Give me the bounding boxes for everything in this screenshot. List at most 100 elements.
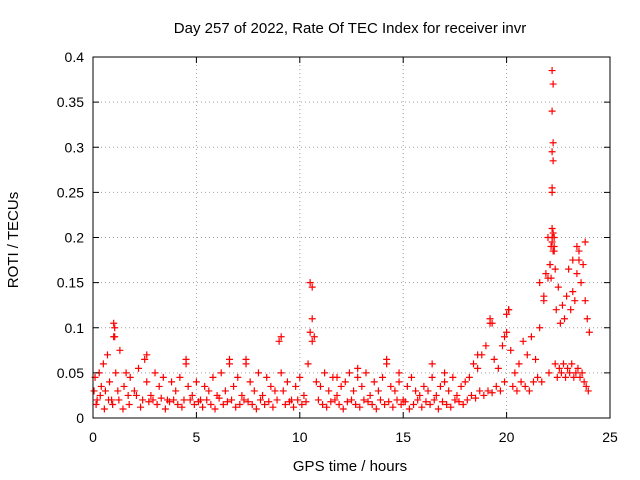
data-point xyxy=(296,373,304,381)
data-point xyxy=(143,378,151,386)
data-point xyxy=(488,389,496,397)
data-point xyxy=(521,382,529,390)
y-tick-label: 0.15 xyxy=(57,275,84,291)
data-point xyxy=(364,398,372,406)
data-point xyxy=(292,382,300,390)
grid-lines xyxy=(93,57,610,418)
data-point xyxy=(109,400,117,408)
data-point xyxy=(418,403,426,411)
data-point xyxy=(548,184,556,192)
data-point xyxy=(184,382,192,390)
y-tick-label: 0.3 xyxy=(65,139,85,155)
data-point xyxy=(232,403,240,411)
data-point xyxy=(137,403,145,411)
data-point xyxy=(190,400,198,408)
data-point xyxy=(550,234,558,241)
data-point xyxy=(428,360,436,368)
data-point xyxy=(147,391,155,399)
y-tick-label: 0.35 xyxy=(57,94,84,110)
data-point xyxy=(447,403,455,411)
data-point xyxy=(125,400,133,408)
data-point xyxy=(426,400,434,408)
data-point xyxy=(562,373,570,381)
data-point xyxy=(568,360,576,368)
data-point xyxy=(529,378,537,386)
data-point xyxy=(331,396,339,404)
data-point xyxy=(159,373,167,381)
data-point xyxy=(443,400,451,408)
data-point xyxy=(126,373,134,381)
data-point xyxy=(267,382,275,390)
data-point xyxy=(585,328,593,336)
data-point xyxy=(170,396,178,404)
data-point xyxy=(337,382,345,390)
data-point xyxy=(507,346,515,354)
data-point xyxy=(279,387,287,395)
data-point xyxy=(501,333,509,341)
data-point xyxy=(132,391,140,399)
data-point xyxy=(294,396,302,404)
data-points xyxy=(90,67,593,413)
data-point xyxy=(199,403,207,411)
data-point xyxy=(432,391,440,399)
data-point xyxy=(122,369,130,377)
data-point xyxy=(372,405,380,413)
data-point xyxy=(269,403,277,411)
data-point xyxy=(168,378,176,386)
data-point xyxy=(321,369,329,377)
data-point xyxy=(348,396,355,404)
data-point xyxy=(542,270,550,278)
data-point xyxy=(257,396,265,404)
data-point xyxy=(470,360,478,368)
data-point xyxy=(567,306,575,314)
data-point xyxy=(285,398,293,406)
data-point xyxy=(379,373,387,381)
data-point xyxy=(277,369,285,377)
data-point xyxy=(383,355,391,363)
data-point xyxy=(230,382,238,390)
data-point xyxy=(549,80,557,88)
data-point xyxy=(548,67,556,75)
data-point xyxy=(484,387,492,395)
data-point xyxy=(92,400,100,408)
data-point xyxy=(554,283,562,291)
data-point xyxy=(576,373,584,381)
data-point xyxy=(395,369,403,377)
data-point xyxy=(219,400,227,408)
data-point xyxy=(565,265,573,273)
data-point xyxy=(465,373,473,381)
data-point xyxy=(281,400,289,408)
data-point xyxy=(246,378,254,386)
data-point xyxy=(207,400,215,408)
data-point xyxy=(561,315,569,323)
x-tick-label: 5 xyxy=(193,429,201,445)
data-point xyxy=(546,261,554,269)
data-point xyxy=(393,396,401,404)
data-point xyxy=(549,229,557,237)
axis-ticks: 0 5 10 15 20 25 0 0.05 0.1 0.15 0.2 0.25 0.3 0.35 0.4 xyxy=(57,49,618,445)
data-point xyxy=(564,364,572,372)
data-point xyxy=(457,382,465,390)
data-point xyxy=(389,403,397,411)
data-point xyxy=(574,364,582,372)
data-point xyxy=(549,139,557,147)
data-point xyxy=(103,351,111,359)
data-point xyxy=(474,351,482,359)
data-point xyxy=(584,387,592,395)
data-point xyxy=(157,394,165,402)
data-point xyxy=(548,148,556,156)
data-point xyxy=(550,247,558,255)
data-point xyxy=(215,394,223,402)
data-point xyxy=(319,400,327,408)
data-point xyxy=(583,315,591,323)
data-point xyxy=(523,351,531,359)
data-point xyxy=(422,398,430,406)
data-point xyxy=(242,360,250,368)
data-point xyxy=(358,382,366,390)
data-point xyxy=(438,398,446,406)
data-point xyxy=(350,387,358,395)
data-point xyxy=(182,355,190,363)
data-point xyxy=(139,396,147,404)
data-point xyxy=(472,394,480,402)
data-point xyxy=(248,400,256,408)
